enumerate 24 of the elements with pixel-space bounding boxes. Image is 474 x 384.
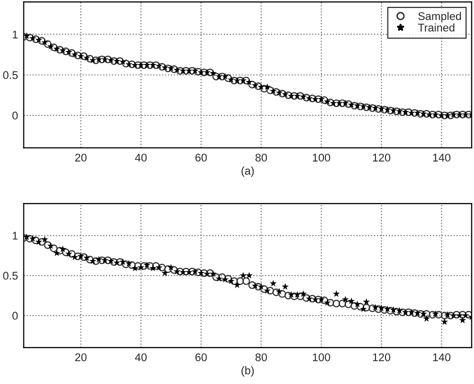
x-tick-label: 60 (195, 154, 207, 162)
x-tick-label: 60 (195, 353, 207, 362)
legend-label: Sampled (418, 12, 461, 22)
legend-label: Trained (418, 23, 454, 32)
x-tick-label: 40 (135, 353, 147, 362)
x-tick-label: 140 (433, 353, 450, 362)
y-tick-label: 0.5 (3, 272, 18, 280)
y-tick-label: 0 (12, 112, 18, 120)
y-tick-label: 1 (12, 232, 18, 240)
x-tick-label: 140 (433, 154, 450, 162)
y-tick-label: 0.5 (3, 71, 18, 80)
x-tick-label: 100 (312, 353, 330, 362)
x-tick-label: 80 (255, 154, 267, 162)
x-tick-label: 100 (312, 154, 330, 162)
x-tick-label: 80 (255, 353, 267, 362)
y-tick-label: 1 (12, 30, 18, 38)
x-tick-label: 120 (373, 353, 390, 362)
x-axis-title: (a) (242, 166, 254, 177)
x-tick-label: 120 (373, 154, 390, 162)
x-tick-label: 20 (75, 154, 87, 162)
y-tick-label: 0 (12, 312, 18, 320)
x-tick-label: 40 (135, 154, 147, 162)
x-axis-title: (b) (242, 366, 254, 377)
x-tick-label: 20 (75, 353, 87, 362)
